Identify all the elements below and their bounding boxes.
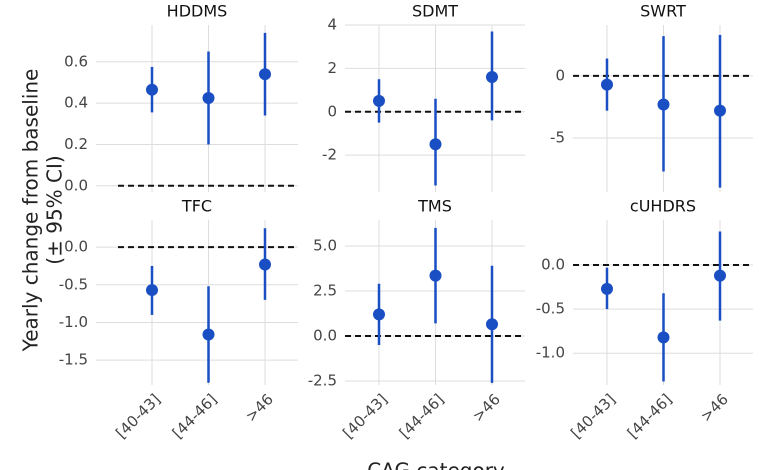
y-tick-label: 0.0 <box>541 256 565 274</box>
point <box>373 94 385 107</box>
x-tick-label: [44-46] <box>169 390 221 442</box>
point <box>202 328 215 341</box>
point <box>657 98 670 111</box>
panel-title: SWRT <box>640 2 686 21</box>
y-tick-label: 2 <box>327 59 337 77</box>
panel-title: TFC <box>181 197 212 216</box>
y-tick-label: 0.2 <box>64 135 88 153</box>
panel-title: HDDMS <box>167 2 228 21</box>
x-tick-label: [44-46] <box>624 390 676 442</box>
point <box>486 71 498 84</box>
point <box>146 284 158 297</box>
point <box>259 258 271 271</box>
x-axis-label: CAG category <box>367 459 505 470</box>
point <box>259 68 271 81</box>
point <box>601 282 613 295</box>
y-tick-label: -0.5 <box>59 275 88 293</box>
point <box>429 269 442 282</box>
y-tick-label: -1.0 <box>536 344 565 362</box>
y-axis-label: (± 95% CI) <box>43 155 67 264</box>
point <box>714 104 726 117</box>
point <box>146 83 158 96</box>
x-tick-label: [40-43] <box>339 390 391 442</box>
y-tick-label: -0.5 <box>536 300 565 318</box>
y-tick-label: -1.0 <box>59 313 88 331</box>
y-tick-label: 0 <box>327 102 337 120</box>
x-tick-label: >46 <box>242 390 277 425</box>
y-tick-label: -2.5 <box>308 372 337 390</box>
point <box>486 318 498 331</box>
panel-title: cUHDRS <box>630 197 696 216</box>
panel-title: SDMT <box>412 2 458 21</box>
point <box>657 331 670 344</box>
y-tick-label: -5 <box>550 128 565 146</box>
point <box>202 91 215 104</box>
x-tick-label: [44-46] <box>396 390 448 442</box>
point <box>714 269 726 282</box>
y-tick-label: 0 <box>555 66 565 84</box>
point <box>429 138 442 151</box>
y-tick-label: 0.0 <box>64 176 88 194</box>
y-tick-label: 4 <box>327 16 337 34</box>
y-tick-label: 0.6 <box>64 52 88 70</box>
y-tick-label: 0.4 <box>64 94 88 112</box>
x-tick-label: >46 <box>469 390 504 425</box>
x-tick-label: [40-43] <box>112 390 164 442</box>
panel-title: TMS <box>417 197 452 216</box>
y-tick-label: 2.5 <box>313 281 337 299</box>
y-tick-label: -2 <box>322 146 337 164</box>
y-tick-label: -1.5 <box>59 351 88 369</box>
y-tick-label: 0.0 <box>313 327 337 345</box>
x-tick-label: [40-43] <box>567 390 619 442</box>
point <box>373 308 385 321</box>
point <box>601 78 613 91</box>
y-tick-label: 5.0 <box>313 236 337 254</box>
x-tick-label: >46 <box>697 390 732 425</box>
y-axis-label: Yearly change from baseline <box>19 69 43 353</box>
y-tick-label: 0.0 <box>64 238 88 256</box>
